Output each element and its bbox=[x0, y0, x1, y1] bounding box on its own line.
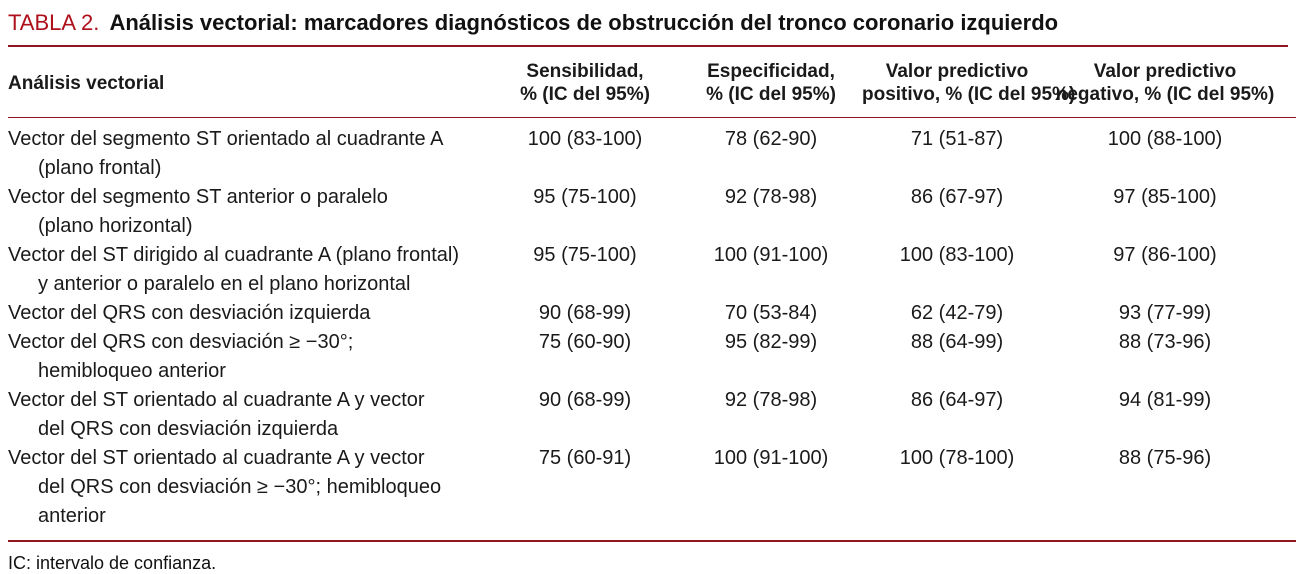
cell-vpn: 100 (88-100) bbox=[1107, 128, 1223, 150]
row-label: Vector del segmento ST orientado al cuad… bbox=[8, 128, 444, 179]
cell-sensibilidad: 75 (60-90) bbox=[538, 331, 632, 353]
cell-vpn: 97 (85-100) bbox=[1113, 186, 1217, 208]
cell-especificidad: 78 (62-90) bbox=[724, 128, 818, 150]
cell-vpp: 88 (64-99) bbox=[910, 331, 1004, 353]
column-header-valor-predictivo-positivo: Valor predictivo positivo, % (IC del 95%… bbox=[862, 47, 1075, 118]
table-title: TABLA 2. Análisis vectorial: marcadores … bbox=[8, 8, 1288, 47]
cell-vpp: 86 (64-97) bbox=[910, 389, 1004, 411]
cell-especificidad: 100 (91-100) bbox=[713, 244, 829, 266]
cell-vpp: 86 (67-97) bbox=[910, 186, 1004, 208]
cell-sensibilidad: 90 (68-99) bbox=[538, 389, 632, 411]
row-label: Vector del QRS con desviación ≥ −30°; hem… bbox=[8, 331, 354, 382]
cell-especificidad: 95 (82-99) bbox=[724, 331, 818, 353]
table-body: Vector del segmento ST orientado al cuad… bbox=[8, 118, 1296, 541]
cell-especificidad: 100 (91-100) bbox=[713, 447, 829, 469]
cell-sensibilidad: 90 (68-99) bbox=[538, 302, 632, 324]
cell-vpn: 94 (81-99) bbox=[1118, 389, 1212, 411]
cell-especificidad: 70 (53-84) bbox=[724, 302, 818, 324]
cell-vpp: 100 (78-100) bbox=[899, 447, 1015, 469]
cell-sensibilidad: 95 (75-100) bbox=[533, 244, 637, 266]
table-row: Vector del ST dirigido al cuadrante A (p… bbox=[8, 241, 1296, 299]
cell-vpn: 88 (75-96) bbox=[1118, 447, 1212, 469]
cell-especificidad: 92 (78-98) bbox=[724, 186, 818, 208]
data-table: Análisis vectorial Sensibilidad, % (IC d… bbox=[8, 47, 1296, 542]
cell-sensibilidad: 75 (60-91) bbox=[538, 447, 632, 469]
table-row: Vector del ST orientado al cuadrante A y… bbox=[8, 444, 1296, 541]
row-label: Vector del ST orientado al cuadrante A y… bbox=[8, 447, 442, 527]
cell-vpp: 100 (83-100) bbox=[899, 244, 1015, 266]
row-label: Vector del ST dirigido al cuadrante A (p… bbox=[8, 244, 460, 295]
cell-vpn: 88 (73-96) bbox=[1118, 331, 1212, 353]
table-header: Análisis vectorial Sensibilidad, % (IC d… bbox=[8, 47, 1296, 118]
cell-especificidad: 92 (78-98) bbox=[724, 389, 818, 411]
table-caption: Análisis vectorial: marcadores diagnósti… bbox=[109, 10, 1059, 35]
row-label: Vector del segmento ST anterior o parale… bbox=[8, 186, 388, 237]
table-number: TABLA 2. bbox=[8, 10, 100, 35]
table-row: Vector del ST orientado al cuadrante A y… bbox=[8, 386, 1296, 444]
column-header-valor-predictivo-negativo: Valor predictivo negativo, % (IC del 95%… bbox=[1052, 47, 1296, 118]
table-row: Vector del segmento ST anterior o parale… bbox=[8, 183, 1296, 241]
table-row: Vector del QRS con desviación ≥ −30°; hem… bbox=[8, 328, 1296, 386]
cell-vpp: 71 (51-87) bbox=[910, 128, 1004, 150]
row-label: Vector del QRS con desviación izquierda bbox=[8, 302, 371, 324]
row-label: Vector del ST orientado al cuadrante A y… bbox=[8, 389, 425, 440]
cell-vpn: 97 (86-100) bbox=[1113, 244, 1217, 266]
header-row: Análisis vectorial Sensibilidad, % (IC d… bbox=[8, 47, 1296, 118]
cell-vpn: 93 (77-99) bbox=[1118, 302, 1212, 324]
cell-vpp: 62 (42-79) bbox=[910, 302, 1004, 324]
column-header-analisis-vectorial: Análisis vectorial bbox=[8, 47, 490, 118]
column-header-sensibilidad: Sensibilidad, % (IC del 95%) bbox=[490, 47, 680, 118]
cell-sensibilidad: 100 (83-100) bbox=[527, 128, 643, 150]
table-footnote: IC: intervalo de confianza. bbox=[8, 553, 217, 573]
table-row: Vector del segmento ST orientado al cuad… bbox=[8, 118, 1296, 184]
cell-sensibilidad: 95 (75-100) bbox=[533, 186, 637, 208]
table-row: Vector del QRS con desviación izquierda … bbox=[8, 299, 1296, 328]
column-header-especificidad: Especificidad, % (IC del 95%) bbox=[680, 47, 862, 118]
